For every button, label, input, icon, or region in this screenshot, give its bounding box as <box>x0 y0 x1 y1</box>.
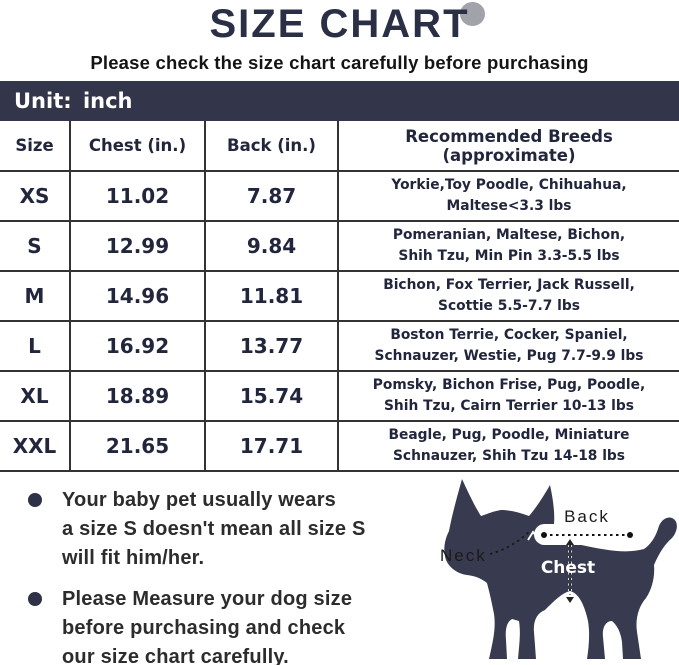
table-row: S 12.99 9.84 Pomeranian, Maltese, Bichon… <box>0 221 679 272</box>
chest-label: Chest <box>541 558 595 578</box>
table-row: L 16.92 13.77 Boston Terrie, Cocker, Spa… <box>0 321 679 372</box>
unit-label: Unit: inch <box>14 89 133 113</box>
chest-value: 12.99 <box>70 221 206 272</box>
size-value: S <box>0 221 71 272</box>
table-row: XL 18.89 15.74 Pomsky, Bichon Frise, Pug… <box>0 371 679 422</box>
neck-label: Neck <box>440 546 487 565</box>
chest-value: 11.02 <box>70 171 206 222</box>
chest-value: 21.65 <box>70 421 206 472</box>
note-text: Your baby pet usually wears a size S doe… <box>62 489 366 569</box>
header-size: Size <box>0 121 71 172</box>
back-label: Back <box>564 507 610 526</box>
size-table: Size Chest (in.) Back (in.) Recommended … <box>0 121 679 472</box>
size-value: XL <box>0 371 71 422</box>
chest-value: 16.92 <box>70 321 206 372</box>
breeds-value: Pomsky, Bichon Frise, Pug, Poodle, Shih … <box>338 371 679 422</box>
breeds-value: Boston Terrie, Cocker, Spaniel, Schnauze… <box>338 321 679 372</box>
table-header-row: Size Chest (in.) Back (in.) Recommended … <box>0 121 679 172</box>
back-value: 11.81 <box>205 271 339 322</box>
size-value: M <box>0 271 71 322</box>
chest-value: 18.89 <box>70 371 206 422</box>
size-value: XXL <box>0 421 71 472</box>
breeds-value: Pomeranian, Maltese, Bichon, Shih Tzu, M… <box>338 221 679 272</box>
size-value: L <box>0 321 71 372</box>
bottom-section: Your baby pet usually wears a size S doe… <box>0 470 679 665</box>
list-item: Your baby pet usually wears a size S doe… <box>28 486 408 572</box>
list-item: Please Measure your dog size before purc… <box>28 585 408 665</box>
table-row: XS 11.02 7.87 Yorkie,Toy Poodle, Chihuah… <box>0 171 679 222</box>
breeds-value: Bichon, Fox Terrier, Jack Russell, Scott… <box>338 271 679 322</box>
breeds-value: Beagle, Pug, Poodle, Miniature Schnauzer… <box>338 421 679 472</box>
bullet-icon <box>28 493 42 507</box>
subtitle: Please check the size chart carefully be… <box>90 52 589 73</box>
back-value: 15.74 <box>205 371 339 422</box>
notes-list: Your baby pet usually wears a size S doe… <box>28 486 408 665</box>
decorative-dot <box>460 2 485 26</box>
unit-bar: Unit: inch <box>0 81 679 121</box>
back-value: 13.77 <box>205 321 339 372</box>
header-chest: Chest (in.) <box>70 121 206 172</box>
note-text: Please Measure your dog size before purc… <box>62 588 353 665</box>
size-value: XS <box>0 171 71 222</box>
dog-silhouette-icon: Back Neck Chest <box>440 479 677 659</box>
back-value: 7.87 <box>205 171 339 222</box>
page-title: SIZE CHART <box>209 2 470 46</box>
dog-measurement-diagram: Back Neck Chest <box>400 473 679 665</box>
bullet-icon <box>28 592 42 607</box>
table-row: XXL 21.65 17.71 Beagle, Pug, Poodle, Min… <box>0 421 679 472</box>
header-breeds: Recommended Breeds (approximate) <box>338 121 679 172</box>
table-row: M 14.96 11.81 Bichon, Fox Terrier, Jack … <box>0 271 679 322</box>
breeds-value: Yorkie,Toy Poodle, Chihuahua, Maltese<3.… <box>338 171 679 222</box>
chest-value: 14.96 <box>70 271 206 322</box>
back-value: 9.84 <box>205 221 339 272</box>
back-value: 17.71 <box>205 421 339 472</box>
title-section: SIZE CHART <box>0 0 679 48</box>
header-back: Back (in.) <box>205 121 339 172</box>
